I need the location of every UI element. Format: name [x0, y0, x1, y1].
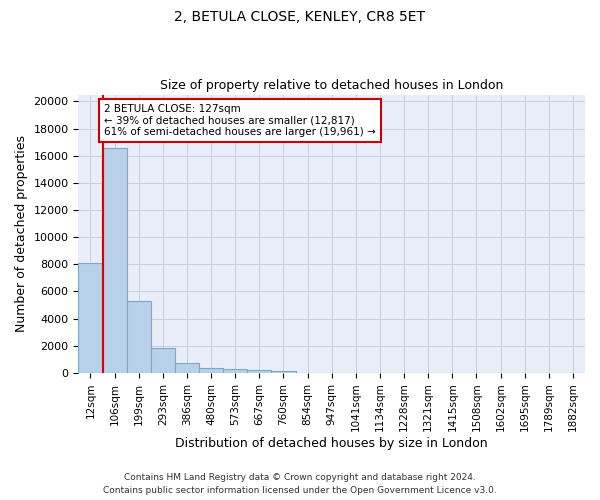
Bar — [199, 368, 223, 373]
Text: 2 BETULA CLOSE: 127sqm
← 39% of detached houses are smaller (12,817)
61% of semi: 2 BETULA CLOSE: 127sqm ← 39% of detached… — [104, 104, 376, 138]
Bar — [151, 348, 175, 373]
Text: Contains HM Land Registry data © Crown copyright and database right 2024.
Contai: Contains HM Land Registry data © Crown c… — [103, 474, 497, 495]
Text: 2, BETULA CLOSE, KENLEY, CR8 5ET: 2, BETULA CLOSE, KENLEY, CR8 5ET — [175, 10, 425, 24]
Bar — [247, 370, 271, 373]
X-axis label: Distribution of detached houses by size in London: Distribution of detached houses by size … — [175, 437, 488, 450]
Bar — [175, 363, 199, 373]
Title: Size of property relative to detached houses in London: Size of property relative to detached ho… — [160, 79, 503, 92]
Bar — [271, 371, 296, 373]
Bar — [103, 148, 127, 373]
Bar — [223, 369, 247, 373]
Bar — [127, 301, 151, 373]
Y-axis label: Number of detached properties: Number of detached properties — [15, 136, 28, 332]
Bar — [79, 263, 103, 373]
